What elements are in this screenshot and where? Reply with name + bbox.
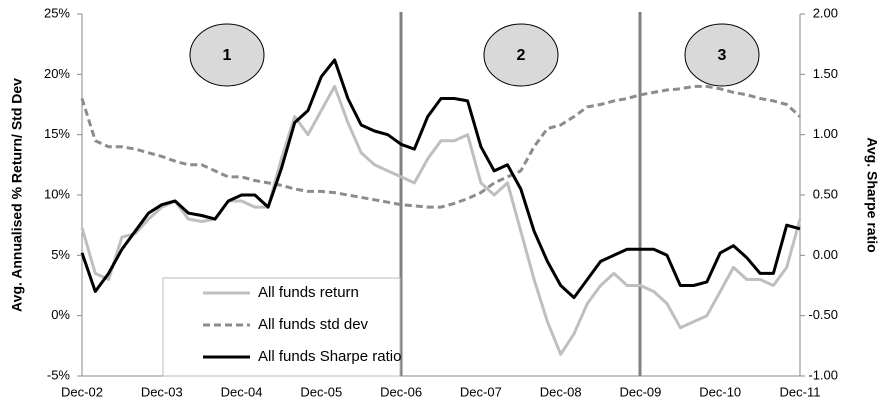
y2-tick-label: 1.50 <box>813 66 838 81</box>
y2-tick-label: 2.00 <box>813 5 838 20</box>
x-tick-label: Dec-09 <box>619 384 661 399</box>
series-line <box>80 84 802 356</box>
y-tick-label: 0% <box>51 307 70 322</box>
y2-tick-label: 0.50 <box>813 186 838 201</box>
x-tick-label: Dec-07 <box>460 384 502 399</box>
x-tick-label: Dec-08 <box>540 384 582 399</box>
y2-tick-label: 0.00 <box>813 247 838 262</box>
y2-tick-label: -0.50 <box>808 307 838 322</box>
y-tick-label: -5% <box>47 367 71 382</box>
y-tick-label: 15% <box>44 126 70 141</box>
x-tick-label: Dec-05 <box>300 384 342 399</box>
period-circle <box>684 23 760 87</box>
x-tick-label: Dec-02 <box>61 384 103 399</box>
x-tick-label: Dec-11 <box>780 384 821 399</box>
period-label: 1 <box>223 47 232 64</box>
y-tick-label: 5% <box>51 247 70 262</box>
period-circle <box>189 23 265 87</box>
series-line <box>80 58 801 300</box>
legend-label: All funds std dev <box>258 316 369 333</box>
y2-tick-label: -1.00 <box>808 367 838 382</box>
legend-label: All funds return <box>258 284 359 301</box>
x-tick-label: Dec-10 <box>699 384 741 399</box>
period-label: 3 <box>718 47 727 64</box>
y-tick-label: 20% <box>44 66 70 81</box>
legend-box <box>162 277 401 377</box>
y2-axis-label: Avg. Sharpe ratio <box>864 137 880 252</box>
y2-tick-label: 1.00 <box>813 126 838 141</box>
y-axis-label: Avg. Annualised % Return/ Std Dev <box>9 78 25 312</box>
x-tick-label: Dec-04 <box>221 384 263 399</box>
y-tick-label: 25% <box>44 5 70 20</box>
y-tick-label: 10% <box>44 186 70 201</box>
period-label: 2 <box>517 47 526 64</box>
x-tick-label: Dec-06 <box>380 384 422 399</box>
period-marker: 1 2 3 <box>189 23 760 87</box>
series-line <box>80 84 802 209</box>
legend-label: All funds Sharpe ratio <box>258 348 401 365</box>
period-circle <box>483 23 559 87</box>
x-tick-label: Dec-03 <box>141 384 183 399</box>
